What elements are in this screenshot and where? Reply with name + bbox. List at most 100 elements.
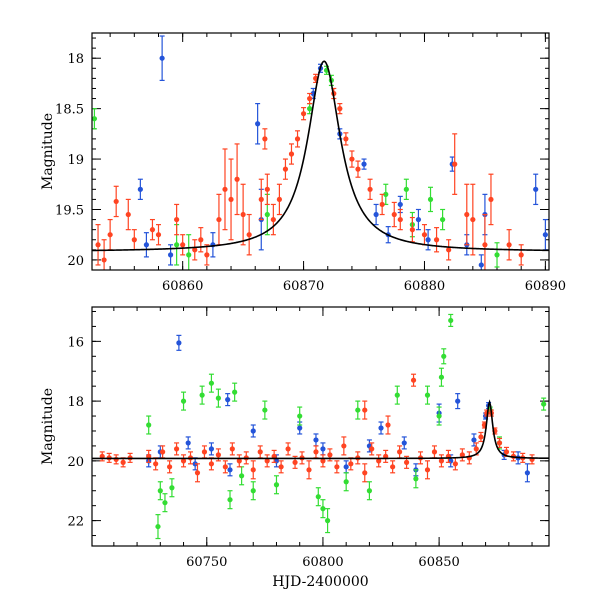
y-tick-label: 19	[67, 153, 84, 168]
data-point	[288, 151, 295, 157]
data-point	[313, 449, 319, 455]
plot-frame	[91, 306, 550, 547]
data-point	[174, 216, 180, 223]
data-point	[397, 449, 403, 455]
data-point	[397, 201, 403, 208]
data-point	[376, 458, 382, 464]
data-point	[95, 242, 101, 248]
data-point	[403, 186, 409, 192]
data-point	[403, 459, 410, 465]
data-point	[278, 464, 284, 470]
series-group	[99, 373, 535, 483]
data-point	[425, 237, 431, 243]
data-point	[180, 242, 186, 248]
data-point	[455, 398, 461, 404]
data-point	[394, 392, 400, 398]
data-point	[327, 452, 333, 458]
data-point	[120, 459, 126, 465]
data-point	[471, 437, 477, 443]
data-point	[194, 470, 201, 476]
data-point	[276, 196, 282, 203]
data-point	[257, 449, 263, 455]
data-point	[204, 252, 210, 258]
data-point	[159, 55, 165, 61]
data-point	[503, 449, 510, 455]
data-point	[378, 425, 384, 431]
data-point	[373, 211, 379, 218]
data-point	[258, 196, 264, 203]
data-point	[208, 446, 215, 452]
data-point	[174, 242, 180, 248]
data-point	[107, 232, 113, 238]
data-point	[199, 392, 205, 398]
data-point	[153, 461, 159, 467]
series-group	[146, 334, 530, 483]
data-point	[473, 446, 479, 452]
data-point	[125, 211, 131, 218]
data-point	[320, 506, 326, 512]
data-point	[362, 407, 368, 413]
data-point	[229, 446, 235, 452]
y-tick-label: 18	[67, 395, 84, 410]
data-point	[431, 449, 438, 455]
data-point	[427, 196, 434, 203]
model-curve	[92, 399, 549, 460]
y-tick-label: 18	[67, 52, 84, 67]
data-point	[415, 216, 422, 223]
data-point	[533, 186, 539, 192]
data-point	[369, 446, 375, 452]
data-point	[250, 428, 256, 434]
data-point	[143, 242, 150, 248]
data-point	[113, 198, 119, 205]
y-tick-label: 20	[67, 455, 84, 470]
data-point	[341, 443, 347, 449]
data-point	[452, 161, 458, 167]
data-point	[262, 136, 268, 142]
data-point	[401, 440, 407, 446]
data-point	[131, 237, 137, 243]
data-point	[157, 488, 163, 494]
y-axis-label: Magnitude	[40, 113, 56, 190]
data-point	[234, 176, 240, 182]
data-point	[390, 464, 396, 470]
x-tick-label: 60800	[302, 555, 343, 570]
data-point	[294, 136, 301, 142]
data-point	[222, 186, 228, 192]
data-point	[215, 452, 221, 458]
data-point	[169, 485, 175, 491]
data-point	[264, 211, 270, 218]
data-point	[264, 458, 270, 464]
data-point	[542, 232, 548, 238]
data-point	[297, 425, 303, 431]
data-point	[307, 95, 313, 102]
data-point	[367, 186, 373, 192]
x-tick-label: 60870	[283, 279, 324, 294]
data-point	[186, 252, 192, 258]
data-point	[264, 186, 270, 192]
data-point	[149, 227, 156, 233]
data-point	[436, 413, 442, 419]
data-point	[306, 467, 312, 473]
data-point	[324, 518, 331, 524]
data-point	[459, 452, 465, 458]
data-point	[208, 380, 215, 386]
data-point	[208, 461, 215, 467]
data-point	[383, 191, 389, 197]
lower-light-curve-panel: 60750 60800 60850 16 18 20 22 Magnitude HJD-2400…	[40, 306, 550, 590]
y-tick-label: 20	[67, 254, 84, 269]
data-point	[478, 262, 484, 268]
data-point	[167, 252, 174, 258]
x-axis-label: HJD-2400000	[272, 574, 368, 590]
data-point	[250, 488, 256, 494]
data-point	[424, 392, 431, 398]
data-point	[285, 446, 291, 452]
data-point	[307, 106, 313, 112]
y-tick-label: 22	[67, 515, 84, 530]
y-tick-label: 18.5	[55, 103, 84, 118]
data-point	[506, 242, 512, 248]
data-point	[222, 464, 228, 470]
data-point	[438, 374, 445, 380]
data-point	[452, 461, 458, 467]
data-point	[297, 413, 303, 419]
